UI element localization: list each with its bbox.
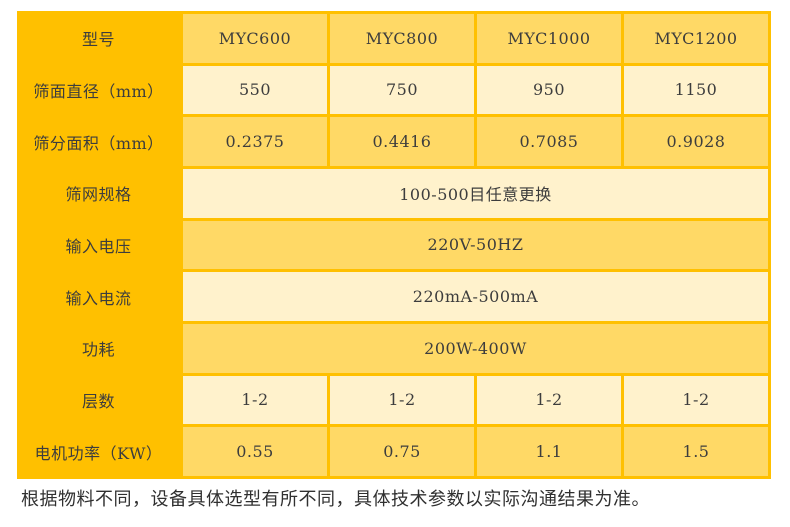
spec-label-motor-power: 电机功率（KW） <box>17 427 180 476</box>
spec-value: 750 <box>330 65 474 115</box>
spec-value: 0.9028 <box>624 117 768 166</box>
spec-label-model: 型号 <box>17 14 180 63</box>
model-header: MYC1000 <box>477 14 621 63</box>
spec-value: 550 <box>183 65 327 115</box>
spec-label-mesh-spec: 筛网规格 <box>17 169 180 218</box>
spec-label-screening-area: 筛分面积（mm） <box>17 117 180 166</box>
model-header: MYC1200 <box>624 14 768 63</box>
spec-value: 1.5 <box>624 427 768 476</box>
spec-value: 1.1 <box>477 427 621 476</box>
model-header: MYC800 <box>330 14 474 63</box>
spec-label-input-voltage: 输入电压 <box>17 220 180 270</box>
spec-table: 型号 MYC600 MYC800 MYC1000 MYC1200 筛面直径（mm… <box>17 11 771 479</box>
spec-label-screen-diameter: 筛面直径（mm） <box>17 65 180 115</box>
model-header: MYC600 <box>183 14 327 63</box>
spec-value: 1-2 <box>477 375 621 425</box>
spec-value-merged: 100-500目任意更换 <box>183 169 768 218</box>
spec-value: 0.7085 <box>477 117 621 166</box>
spec-value: 0.55 <box>183 427 327 476</box>
spec-value: 1-2 <box>624 375 768 425</box>
disclaimer-note: 根据物料不同，设备具体选型有所不同，具体技术参数以实际沟通结果为准。 <box>21 489 650 510</box>
spec-label-layers: 层数 <box>17 375 180 425</box>
spec-value: 1-2 <box>183 375 327 425</box>
spec-label-input-current: 输入电流 <box>17 272 180 321</box>
spec-value-merged: 200W-400W <box>183 324 768 373</box>
spec-value: 0.75 <box>330 427 474 476</box>
spec-label-power-consumption: 功耗 <box>17 324 180 373</box>
spec-value: 1-2 <box>330 375 474 425</box>
spec-value-merged: 220mA-500mA <box>183 272 768 321</box>
spec-value: 0.4416 <box>330 117 474 166</box>
spec-value: 950 <box>477 65 621 115</box>
spec-value: 0.2375 <box>183 117 327 166</box>
spec-value: 1150 <box>624 65 768 115</box>
spec-value-merged: 220V-50HZ <box>183 220 768 270</box>
